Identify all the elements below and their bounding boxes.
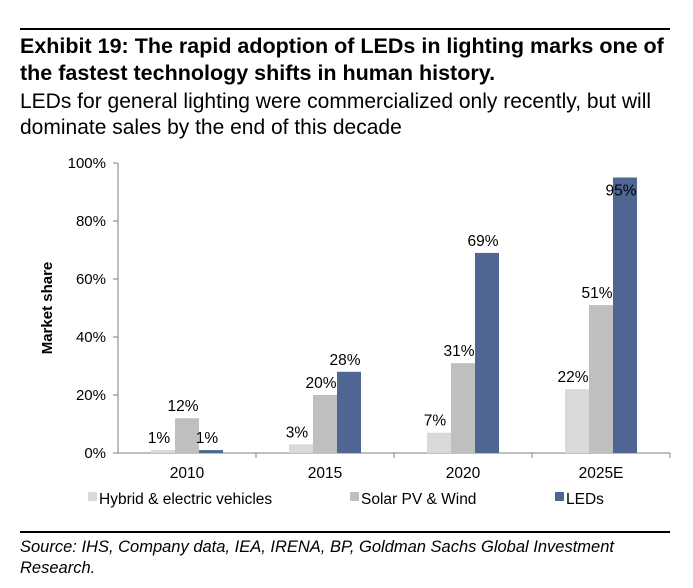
data-label: 22% xyxy=(557,369,588,386)
x-tick-label: 2020 xyxy=(446,465,481,482)
bar-leds-2020 xyxy=(475,252,499,453)
y-axis-label: Market share xyxy=(39,262,56,355)
y-tick-label: 20% xyxy=(76,387,106,404)
legend-swatch xyxy=(555,492,564,501)
data-label: 31% xyxy=(443,343,474,360)
bar-hybrid-electric-vehicles-2025E xyxy=(565,389,589,453)
bar-solar-pv-wind-2025E xyxy=(589,305,613,453)
x-tick-label: 2015 xyxy=(308,465,342,482)
data-label: 69% xyxy=(467,233,498,250)
data-label: 28% xyxy=(329,352,360,369)
legend-swatch xyxy=(88,492,97,501)
bar-leds-2015 xyxy=(337,371,361,453)
top-rule xyxy=(20,28,670,30)
exhibit-subtitle: LEDs for general lighting were commercia… xyxy=(20,90,652,139)
data-label: 12% xyxy=(167,398,198,415)
bar-hybrid-electric-vehicles-2015 xyxy=(289,444,313,453)
y-tick-label: 60% xyxy=(76,271,106,288)
y-tick-label: 0% xyxy=(84,445,106,462)
y-tick-label: 40% xyxy=(76,329,106,346)
data-label: 3% xyxy=(286,424,309,441)
data-label: 20% xyxy=(305,375,336,392)
bar-chart: 0% 20% 40% 60% 80% 100% Market share 2010 1% 12% 1… xyxy=(39,155,671,508)
y-tick-label: 80% xyxy=(76,213,106,230)
data-label: 7% xyxy=(424,413,447,430)
x-tick-label: 2025E xyxy=(579,465,624,482)
legend-label: Hybrid & electric vehicles xyxy=(99,491,272,508)
bar-solar-pv-wind-2020 xyxy=(451,363,475,453)
legend-label: LEDs xyxy=(566,491,604,508)
x-tick-label: 2010 xyxy=(170,465,205,482)
bar-hybrid-electric-vehicles-2010 xyxy=(151,450,175,453)
exhibit-title: Exhibit 19: The rapid adoption of LEDs i… xyxy=(20,34,664,85)
data-label: 1% xyxy=(196,430,219,447)
bar-leds-2010 xyxy=(199,450,223,453)
bar-solar-pv-wind-2010 xyxy=(175,418,199,453)
bar-solar-pv-wind-2015 xyxy=(313,395,337,453)
bar-leds-2025E xyxy=(613,177,637,453)
source-rule xyxy=(20,531,670,533)
data-label: 95% xyxy=(605,183,636,200)
legend-label: Solar PV & Wind xyxy=(361,491,476,508)
y-tick-label: 100% xyxy=(68,155,106,172)
data-label: 1% xyxy=(148,430,171,447)
source-note: Source: IHS, Company data, IEA, IRENA, B… xyxy=(20,538,614,577)
legend-swatch xyxy=(350,492,359,501)
bar-hybrid-electric-vehicles-2020 xyxy=(427,432,451,453)
data-label: 51% xyxy=(581,285,612,302)
